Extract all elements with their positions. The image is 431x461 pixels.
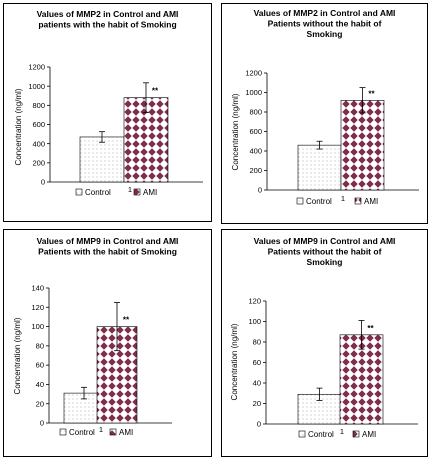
y-tick-label: 20 — [253, 399, 261, 408]
y-tick-label: 120 — [31, 303, 44, 312]
y-tick-label: 20 — [36, 399, 44, 408]
y-tick-label: 80 — [36, 341, 44, 350]
x-tick-label: 1 — [340, 427, 344, 436]
legend-swatch-ami — [109, 428, 117, 436]
y-axis-label: Concentration (ng/ml) — [13, 317, 22, 394]
legend-label-ami: AMI — [143, 188, 157, 197]
y-axis-label: Concentration (ng/ml) — [230, 323, 239, 400]
significance-annotation: ** — [368, 89, 375, 98]
legend-label-ami: AMI — [364, 197, 378, 206]
bar-ami — [339, 334, 384, 425]
legend-label-control: Control — [306, 197, 332, 206]
y-tick-label: 200 — [32, 158, 45, 167]
bar-control — [297, 144, 342, 191]
legend-label-ami: AMI — [119, 428, 133, 437]
chart-panel-mmp9-nonsmoking: Values of MMP9 in Control and AMI Patient… — [221, 229, 428, 457]
chart-panel-mmp2-smoking: Values of MMP2 in Control and AMI patient… — [3, 3, 212, 222]
bar-ami — [340, 100, 385, 191]
chart-svg-mmp9-smoking: Values of MMP9 in Control and AMIPatient… — [13, 236, 179, 437]
legend-swatch-ami — [354, 197, 362, 205]
y-tick-label: 600 — [249, 127, 262, 136]
legend-label-control: Control — [308, 430, 334, 439]
y-tick-label: 600 — [32, 120, 45, 129]
bar-control — [79, 136, 125, 183]
chart-title-line: Smoking — [307, 257, 343, 267]
chart-svg-mmp2-smoking: Values of MMP2 in Control and AMIpatient… — [14, 9, 203, 197]
significance-annotation: ** — [152, 87, 159, 96]
x-tick-label: 1 — [341, 194, 345, 203]
significance-annotation: ** — [123, 316, 130, 325]
y-tick-label: 1200 — [245, 69, 262, 78]
legend-swatch-control — [75, 188, 83, 196]
y-tick-label: 40 — [36, 380, 44, 389]
legend-label-control: Control — [85, 188, 111, 197]
chart-svg-mmp9-nonsmoking: Values of MMP9 in Control and AMIPatient… — [230, 236, 418, 439]
y-tick-label: 800 — [32, 101, 45, 110]
chart-title-line: patients with the habit of Smoking — [38, 20, 176, 30]
legend-swatch-ami — [133, 188, 141, 196]
chart-title-line: Patients with the habit of Smoking — [38, 247, 177, 257]
y-tick-label: 80 — [253, 338, 261, 347]
y-tick-label: 100 — [248, 317, 261, 326]
x-tick-label: 1 — [99, 425, 103, 434]
y-tick-label: 120 — [248, 297, 261, 306]
chart-title-line: Values of MMP2 in Control and AMI — [254, 8, 396, 18]
chart-title-line: Values of MMP9 in Control and AMI — [37, 236, 179, 246]
y-tick-label: 0 — [258, 186, 262, 195]
chart-panel-mmp9-smoking: Values of MMP9 in Control and AMI Patient… — [3, 229, 212, 457]
y-axis-label: Concentration (ng/ml) — [231, 93, 240, 170]
legend-label-ami: AMI — [362, 430, 376, 439]
y-tick-label: 400 — [249, 147, 262, 156]
legend-label-control: Control — [69, 428, 95, 437]
y-axis-label: Concentration (ng/ml) — [14, 88, 23, 165]
y-tick-label: 0 — [41, 178, 45, 187]
y-tick-label: 140 — [31, 284, 44, 293]
y-tick-label: 60 — [36, 361, 44, 370]
y-tick-label: 60 — [253, 358, 261, 367]
chart-title-line: Patients without the habit of — [268, 247, 382, 257]
chart-title-line: Patients without the habit of — [268, 19, 382, 29]
y-tick-label: 100 — [31, 322, 44, 331]
y-tick-label: 0 — [40, 419, 44, 428]
chart-panel-mmp2-nonsmoking: Values of MMP2 in Control and AMI Patient… — [221, 3, 428, 224]
chart-title-line: Values of MMP2 in Control and AMI — [37, 9, 179, 19]
chart-title-line: Values of MMP9 in Control and AMI — [254, 236, 396, 246]
significance-annotation: ** — [367, 324, 374, 333]
legend-swatch-control — [298, 430, 306, 438]
legend-swatch-ami — [352, 430, 360, 438]
y-tick-label: 200 — [249, 166, 262, 175]
y-tick-label: 400 — [32, 139, 45, 148]
legend-swatch-control — [296, 197, 304, 205]
chart-title-line: Smoking — [307, 29, 343, 39]
legend-swatch-control — [59, 428, 67, 436]
y-tick-label: 1000 — [245, 88, 262, 97]
y-tick-label: 800 — [249, 108, 262, 117]
x-tick-label: 1 — [128, 185, 132, 194]
y-tick-label: 1000 — [28, 82, 45, 91]
chart-svg-mmp2-nonsmoking: Values of MMP2 in Control and AMIPatient… — [231, 8, 419, 206]
y-tick-label: 0 — [257, 420, 261, 429]
y-tick-label: 1200 — [28, 63, 45, 72]
y-tick-label: 40 — [253, 379, 261, 388]
